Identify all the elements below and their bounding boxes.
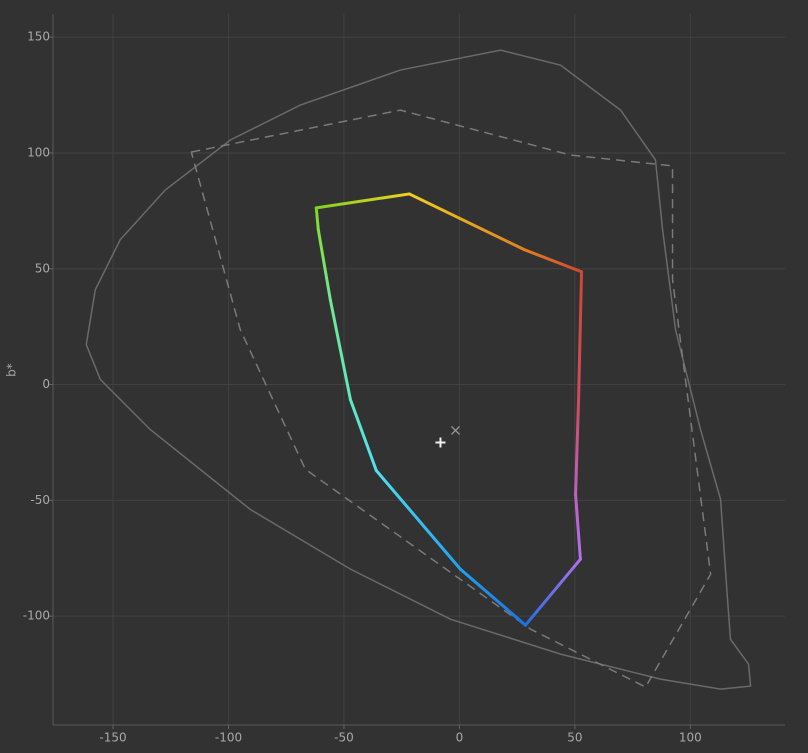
gamut-segment <box>407 192 527 252</box>
gamut-segment <box>523 557 582 627</box>
gamut-segment <box>316 228 332 302</box>
gamut-segment <box>577 270 584 402</box>
x-tick-label: 0 <box>456 731 464 745</box>
gamut-outline <box>190 109 712 689</box>
marker <box>435 437 446 448</box>
y-tick-label: 50 <box>35 261 50 275</box>
x-tick-label: 50 <box>567 731 582 745</box>
gamut-segment <box>314 192 411 210</box>
gamut-segment <box>458 567 527 627</box>
x-tick-label: 100 <box>679 731 702 745</box>
y-tick-label: 100 <box>27 145 50 159</box>
y-tick-label: 0 <box>42 377 50 391</box>
x-tick-label: -50 <box>334 731 354 745</box>
gamut-segment <box>314 206 320 232</box>
gamut-segment <box>328 298 352 402</box>
y-tick-label: -100 <box>23 609 50 623</box>
gamut-segment <box>574 398 581 496</box>
gamut-segment <box>374 468 462 571</box>
gamut-outline <box>85 49 752 690</box>
gamut-segment <box>574 492 582 561</box>
gamut-segment <box>523 248 584 274</box>
x-tick-label: -150 <box>99 731 126 745</box>
y-axis-label: b* <box>5 363 19 377</box>
y-tick-label: -50 <box>30 493 50 507</box>
marker <box>451 425 460 435</box>
x-tick-label: -100 <box>215 731 242 745</box>
gamut-segment <box>348 398 378 472</box>
y-tick-label: 150 <box>27 30 50 44</box>
